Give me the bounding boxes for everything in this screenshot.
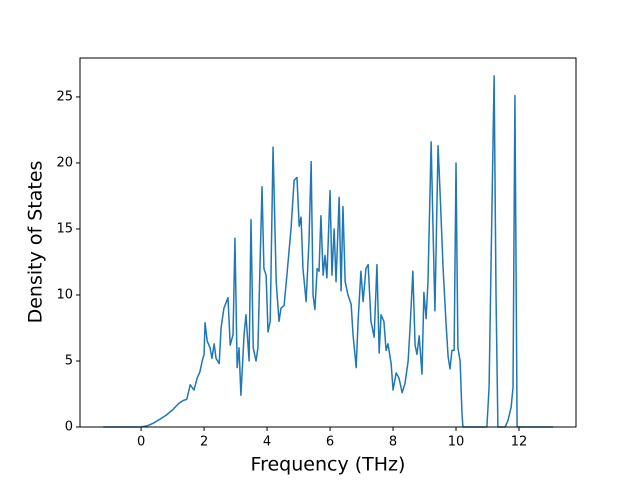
x-tick-label: 10 <box>448 435 465 450</box>
y-tick-label: 10 <box>56 287 73 302</box>
y-tick-label: 5 <box>65 353 73 368</box>
x-tick-label: 2 <box>200 435 208 450</box>
axes-frame <box>79 57 577 428</box>
y-tick-label: 25 <box>56 89 73 104</box>
line <box>103 75 554 428</box>
x-tick-label: 4 <box>263 435 271 450</box>
x-tick-label: 8 <box>389 435 397 450</box>
x-axis-label: Frequency (THz) <box>251 454 406 476</box>
y-tick-label: 20 <box>56 155 73 170</box>
x-tick-label: 6 <box>326 435 334 450</box>
x-tick-label: 0 <box>137 435 145 450</box>
y-tick-label: 15 <box>56 221 73 236</box>
y-axis-label: Density of States <box>25 161 47 324</box>
y-tick-label: 0 <box>65 420 73 435</box>
x-tick-label: 12 <box>511 435 528 450</box>
